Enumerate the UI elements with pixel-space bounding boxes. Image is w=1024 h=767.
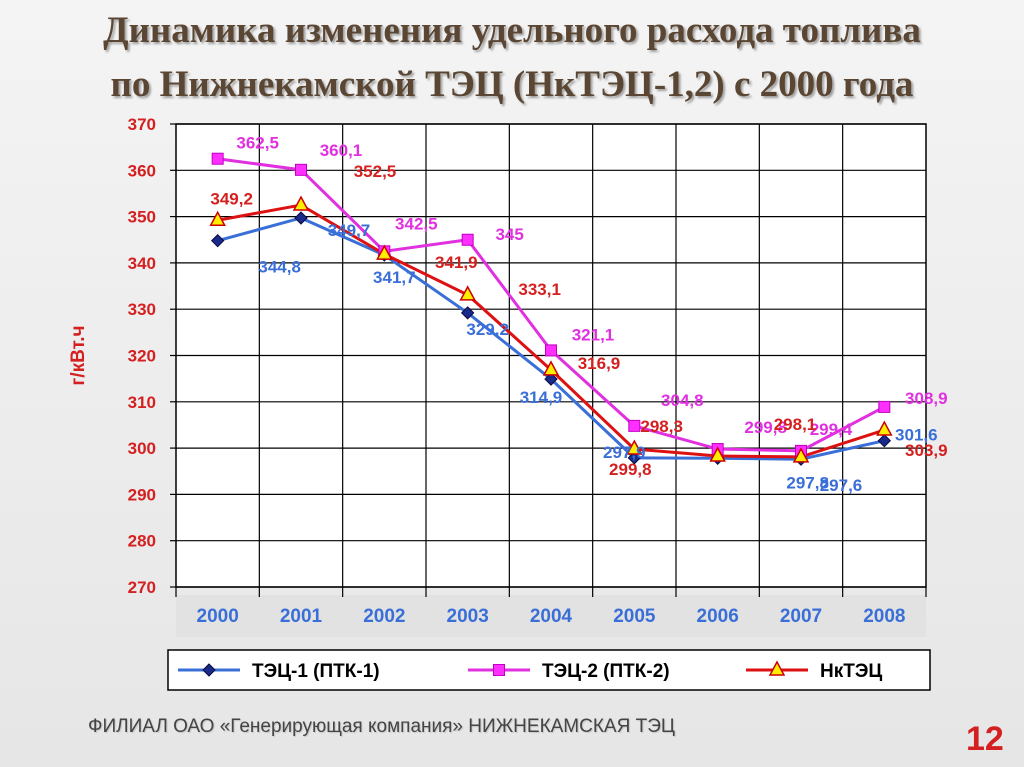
series-ptk1-data-label: 329,2 [466, 320, 509, 339]
series-nktec-point [459, 285, 476, 301]
y-tick-label: 300 [128, 439, 156, 458]
series-ptk2-data-label: 345 [495, 225, 523, 244]
series-nktec-point [709, 446, 726, 462]
y-axis-label: г/кВт.ч [68, 325, 89, 385]
legend-label: ТЭЦ-1 (ПТК-1) [252, 661, 380, 682]
legend-marker [202, 663, 216, 677]
series-ptk1-data-label: 297,8 [786, 473, 829, 492]
page-number: 12 [966, 720, 1004, 758]
series-nktec-point [792, 447, 810, 463]
series-ptk2-point [628, 419, 641, 432]
series-ptk2-point [878, 400, 891, 413]
series-ptk2-point [211, 152, 224, 165]
series-nktec-data-label: 352,5 [354, 162, 397, 181]
series-ptk1-point [294, 211, 308, 225]
series-nktec-point [292, 195, 310, 211]
x-tick-label: 2000 [197, 606, 239, 627]
series-nktec-data-label: 349,2 [210, 189, 253, 208]
series-nktec-point [626, 439, 643, 455]
series-ptk2-data-label: 304,8 [661, 391, 704, 410]
title-line-1: Динамика изменения удельного расхода топ… [103, 10, 921, 51]
series-nktec-data-label: 303,9 [905, 441, 948, 460]
footer-company: ФИЛИАЛ ОАО «Генерирующая компания» НИЖНЕ… [88, 716, 675, 737]
series-nktec-data-label: 316,9 [578, 354, 621, 373]
y-tick-label: 270 [128, 578, 156, 597]
series-ptk1-data-label: 301,6 [895, 426, 938, 445]
x-tick-label: 2004 [530, 606, 573, 627]
series-ptk1-data-label: 297,9 [603, 443, 646, 462]
y-tick-label: 370 [128, 115, 156, 134]
series-ptk1-point [460, 306, 475, 320]
y-tick-label: 360 [128, 161, 156, 180]
series-nktec-data-label: 333,1 [518, 280, 561, 299]
legend-label: ТЭЦ-2 (ПТК-2) [542, 661, 670, 682]
series-ptk1-data-label: 349,7 [328, 221, 371, 240]
y-tick-label: 310 [128, 393, 156, 412]
y-tick-label: 350 [128, 208, 156, 227]
series-ptk1-data-label: 297,6 [820, 476, 863, 495]
series-nktec-point [876, 420, 893, 436]
x-tick-label: 2006 [697, 606, 739, 627]
series-nktec-data-label: 298,3 [640, 417, 683, 436]
series-ptk1-data-label: 314,9 [520, 388, 563, 407]
series-nktec-data-label: 298,1 [774, 415, 817, 434]
series-ptk2-data-label: 342,5 [395, 214, 438, 233]
x-tick-label: 2005 [613, 606, 656, 627]
x-tick-label: 2007 [780, 606, 822, 627]
series-nktec-point [209, 210, 226, 227]
series-ptk2-data-label: 362,5 [236, 134, 279, 153]
series-ptk1-data-label: 344,8 [258, 258, 301, 277]
series-ptk1-point [877, 433, 892, 448]
series-ptk1-point [544, 372, 558, 386]
legend-marker [493, 664, 505, 676]
series-nktec-data-label: 299,8 [609, 460, 652, 479]
y-tick-label: 290 [128, 485, 156, 504]
series-ptk2-point [461, 233, 474, 246]
series-ptk2-data-label: 308,9 [905, 389, 948, 408]
y-tick-label: 330 [128, 300, 156, 319]
series-ptk2-point [545, 344, 557, 357]
y-tick-label: 340 [128, 254, 156, 273]
page-title: Динамика изменения удельного расхода топ… [0, 4, 1024, 112]
x-tick-label: 2003 [447, 606, 489, 627]
series-nktec-data-label: 341,9 [435, 253, 478, 272]
series-ptk2-data-label: 360,1 [320, 141, 363, 160]
x-tick-label: 2008 [863, 606, 905, 627]
series-nktec-point [376, 244, 393, 260]
y-tick-label: 280 [128, 532, 156, 551]
series-ptk2-data-label: 299,4 [810, 420, 853, 439]
title-line-2: по Нижнекамской ТЭЦ (НкТЭЦ-1,2) с 2000 г… [110, 64, 914, 105]
x-tick-label: 2001 [280, 606, 323, 627]
y-tick-label: 320 [128, 347, 156, 366]
series-nktec-point [542, 360, 560, 376]
legend-marker [768, 660, 786, 676]
series-ptk1-point [210, 233, 225, 248]
legend-label: НкТЭЦ [820, 661, 882, 682]
series-ptk1-data-label: 341,7 [373, 268, 416, 287]
series-ptk2-point [295, 163, 307, 176]
x-axis-band [176, 595, 926, 637]
series-ptk1-point [627, 451, 642, 465]
series-ptk2-data-label: 321,1 [572, 325, 615, 344]
x-tick-label: 2002 [363, 606, 405, 627]
series-ptk2-data-label: 299,8 [744, 418, 787, 437]
